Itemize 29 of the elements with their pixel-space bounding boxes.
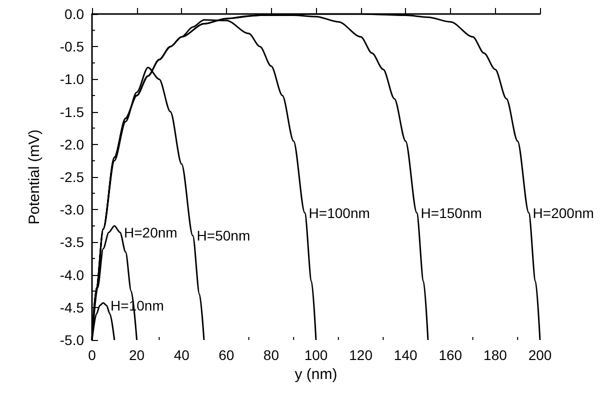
y-tick-label: -0.5 <box>60 38 84 55</box>
series-label: H=50nm <box>196 228 250 244</box>
y-axis-title: Potential (mV) <box>26 129 43 225</box>
x-tick-label: 0 <box>88 347 96 363</box>
x-tick-label: 200 <box>528 347 552 363</box>
y-tick-label: -4.0 <box>60 266 84 283</box>
x-tick-label: 40 <box>174 347 190 363</box>
series-label: H=20nm <box>124 224 178 240</box>
x-tick-label: 20 <box>129 347 145 363</box>
y-tick-label: -3.0 <box>60 202 84 218</box>
y-tick-label: -1.0 <box>60 71 84 88</box>
series-label: H=150nm <box>420 204 482 221</box>
x-tick-label: 180 <box>484 347 508 363</box>
series-label: H=100nm <box>308 204 370 221</box>
y-tick-label: -3.5 <box>60 234 84 250</box>
series-label: H=200nm <box>532 204 594 221</box>
x-tick-label: 80 <box>263 347 280 363</box>
y-tick-label: -5.0 <box>60 332 84 348</box>
x-tick-label: 100 <box>304 347 328 363</box>
y-tick-label: -2.5 <box>60 169 84 185</box>
x-tick-label: 160 <box>438 347 462 363</box>
x-axis-title: y (nm) <box>294 366 338 383</box>
y-tick-label: -2.0 <box>60 136 84 152</box>
x-tick-label: 60 <box>218 347 234 363</box>
y-tick-label: -1.5 <box>60 104 84 120</box>
x-tick-label: 120 <box>349 347 373 363</box>
y-tick-label: 0.0 <box>64 6 84 22</box>
y-tick-label: -4.5 <box>60 299 84 316</box>
x-tick-label: 140 <box>394 347 418 363</box>
